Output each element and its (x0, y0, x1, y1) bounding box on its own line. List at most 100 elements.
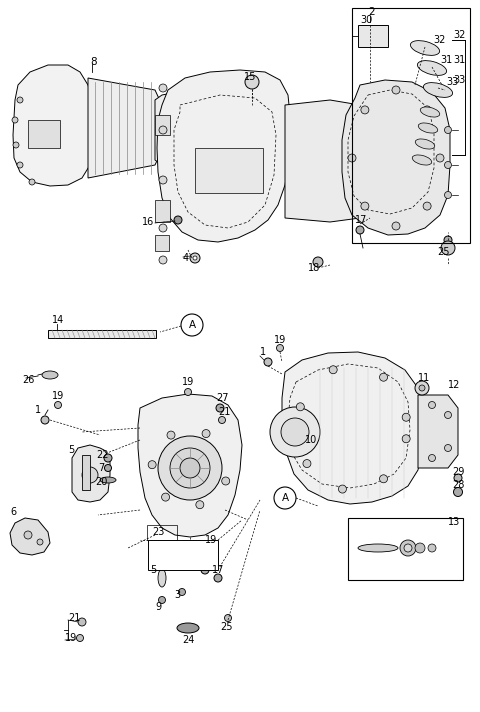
Circle shape (190, 253, 200, 263)
Circle shape (348, 154, 356, 162)
Text: 28: 28 (452, 480, 464, 490)
Circle shape (392, 222, 400, 230)
Text: 32: 32 (433, 35, 445, 45)
Ellipse shape (418, 61, 446, 75)
Ellipse shape (410, 41, 440, 56)
Circle shape (180, 458, 200, 478)
Circle shape (180, 125, 190, 135)
Polygon shape (418, 395, 458, 468)
Circle shape (444, 127, 452, 134)
Text: 19: 19 (182, 377, 194, 387)
Circle shape (276, 345, 284, 352)
Text: 31: 31 (440, 55, 452, 65)
Text: 33: 33 (446, 77, 458, 87)
Bar (155, 200, 170, 222)
Text: 7: 7 (98, 463, 104, 473)
Text: 14: 14 (52, 315, 64, 325)
Polygon shape (72, 445, 110, 502)
Circle shape (444, 444, 452, 451)
Circle shape (193, 256, 197, 260)
Ellipse shape (158, 569, 166, 587)
Circle shape (105, 464, 111, 471)
Text: 8: 8 (90, 57, 96, 67)
Circle shape (380, 373, 387, 381)
Text: 23: 23 (152, 527, 164, 537)
Circle shape (444, 412, 452, 419)
Circle shape (222, 477, 230, 485)
Circle shape (202, 429, 210, 438)
Circle shape (444, 162, 452, 169)
Circle shape (37, 539, 43, 545)
Polygon shape (13, 65, 92, 186)
Text: 12: 12 (448, 380, 460, 390)
Polygon shape (10, 518, 50, 555)
Circle shape (159, 176, 167, 184)
Text: 10: 10 (305, 435, 317, 445)
Text: 26: 26 (22, 375, 35, 385)
Polygon shape (155, 93, 185, 167)
Bar (147, 525, 177, 540)
Circle shape (76, 634, 84, 642)
Bar (148, 540, 218, 570)
Circle shape (313, 257, 323, 267)
Polygon shape (157, 70, 290, 242)
Circle shape (419, 385, 425, 391)
Bar (352, 8, 470, 243)
Circle shape (361, 202, 369, 210)
Bar (348, 518, 463, 580)
Circle shape (158, 597, 166, 604)
Text: 11: 11 (418, 373, 430, 383)
Ellipse shape (358, 544, 398, 552)
Circle shape (201, 566, 209, 574)
Circle shape (13, 142, 19, 148)
Bar (155, 115, 170, 135)
Circle shape (29, 179, 35, 185)
Polygon shape (282, 352, 422, 504)
Ellipse shape (100, 477, 116, 483)
Text: 5: 5 (150, 565, 156, 575)
Circle shape (41, 416, 49, 424)
Text: 2: 2 (368, 7, 374, 17)
Ellipse shape (415, 139, 435, 149)
Text: 16: 16 (142, 217, 154, 227)
Text: 19: 19 (205, 535, 217, 545)
Text: 1: 1 (260, 347, 266, 357)
Text: 22: 22 (96, 450, 108, 460)
Bar (195, 148, 263, 193)
Text: 17: 17 (212, 565, 224, 575)
Circle shape (159, 126, 167, 134)
Circle shape (82, 467, 98, 483)
Circle shape (274, 487, 296, 509)
Circle shape (159, 256, 167, 264)
Text: 17: 17 (355, 215, 367, 225)
Circle shape (415, 543, 425, 553)
Text: A: A (281, 493, 288, 503)
Polygon shape (285, 100, 378, 222)
Circle shape (436, 154, 444, 162)
Polygon shape (88, 78, 162, 178)
Bar (48, 330, 156, 338)
Text: 6: 6 (10, 507, 16, 517)
Circle shape (402, 435, 410, 443)
Circle shape (428, 544, 436, 552)
Text: 21: 21 (218, 407, 230, 417)
Circle shape (444, 192, 452, 199)
Circle shape (423, 202, 431, 210)
Text: 30: 30 (360, 15, 372, 25)
Text: 19: 19 (52, 391, 64, 401)
Circle shape (196, 501, 204, 508)
Text: 21: 21 (68, 613, 80, 623)
Circle shape (225, 614, 231, 622)
Text: 13: 13 (448, 517, 460, 527)
Circle shape (148, 461, 156, 468)
Text: 3: 3 (174, 590, 180, 600)
Text: 24: 24 (182, 635, 194, 645)
Circle shape (423, 106, 431, 114)
Ellipse shape (418, 123, 438, 133)
Text: 4: 4 (183, 253, 189, 263)
Circle shape (55, 402, 61, 409)
Ellipse shape (412, 155, 432, 165)
Circle shape (208, 545, 216, 552)
Circle shape (17, 162, 23, 168)
Text: 5: 5 (68, 445, 74, 455)
